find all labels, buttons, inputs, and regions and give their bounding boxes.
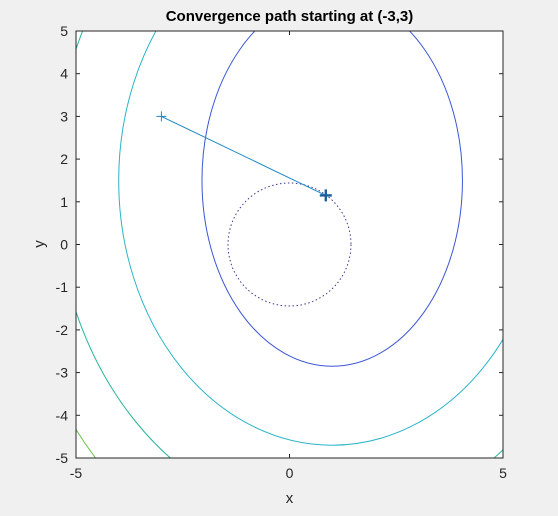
y-tick-label: 1 — [60, 194, 68, 210]
y-tick-label: -1 — [56, 279, 69, 295]
end-point-marker — [319, 189, 332, 202]
y-tick-label: -4 — [56, 407, 69, 423]
y-tick-label: 4 — [60, 66, 68, 82]
constraint-circle — [227, 182, 352, 307]
chart-title: Convergence path starting at (-3,3) — [166, 8, 414, 25]
contour-line-1 — [201, 31, 463, 367]
x-tick-label: 5 — [499, 465, 507, 481]
tick-layer: -5 0 5 5 4 3 2 1 0 -1 -2 -3 -4 -5 — [56, 23, 508, 481]
y-tick-label: 2 — [60, 151, 68, 167]
series-layer — [156, 111, 352, 307]
y-tick-label: -5 — [56, 450, 69, 466]
y-axis-label: y — [31, 240, 48, 248]
axes-background — [76, 31, 503, 458]
x-tick-label: 0 — [286, 465, 294, 481]
y-tick-label: 5 — [60, 23, 68, 39]
y-tick-label: 0 — [60, 237, 68, 253]
x-axis-label: x — [286, 490, 294, 507]
contour-line-2 — [118, 31, 503, 446]
x-tick-label: -5 — [70, 465, 83, 481]
path-marker-1 — [156, 111, 167, 122]
y-tick-label: 3 — [60, 108, 68, 124]
y-tick-label: -2 — [56, 322, 69, 338]
y-tick-label: -3 — [56, 365, 69, 381]
convergence-path-line — [161, 115, 327, 196]
